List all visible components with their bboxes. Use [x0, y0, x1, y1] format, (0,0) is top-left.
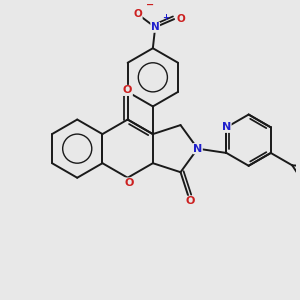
Text: N: N — [151, 22, 160, 32]
Text: O: O — [123, 85, 132, 95]
Text: N: N — [193, 144, 202, 154]
Text: O: O — [185, 196, 195, 206]
Text: N: N — [222, 122, 231, 132]
Text: O: O — [133, 9, 142, 19]
Text: O: O — [124, 178, 134, 188]
Text: −: − — [146, 0, 154, 10]
Text: +: + — [163, 13, 170, 22]
Text: O: O — [176, 14, 185, 24]
